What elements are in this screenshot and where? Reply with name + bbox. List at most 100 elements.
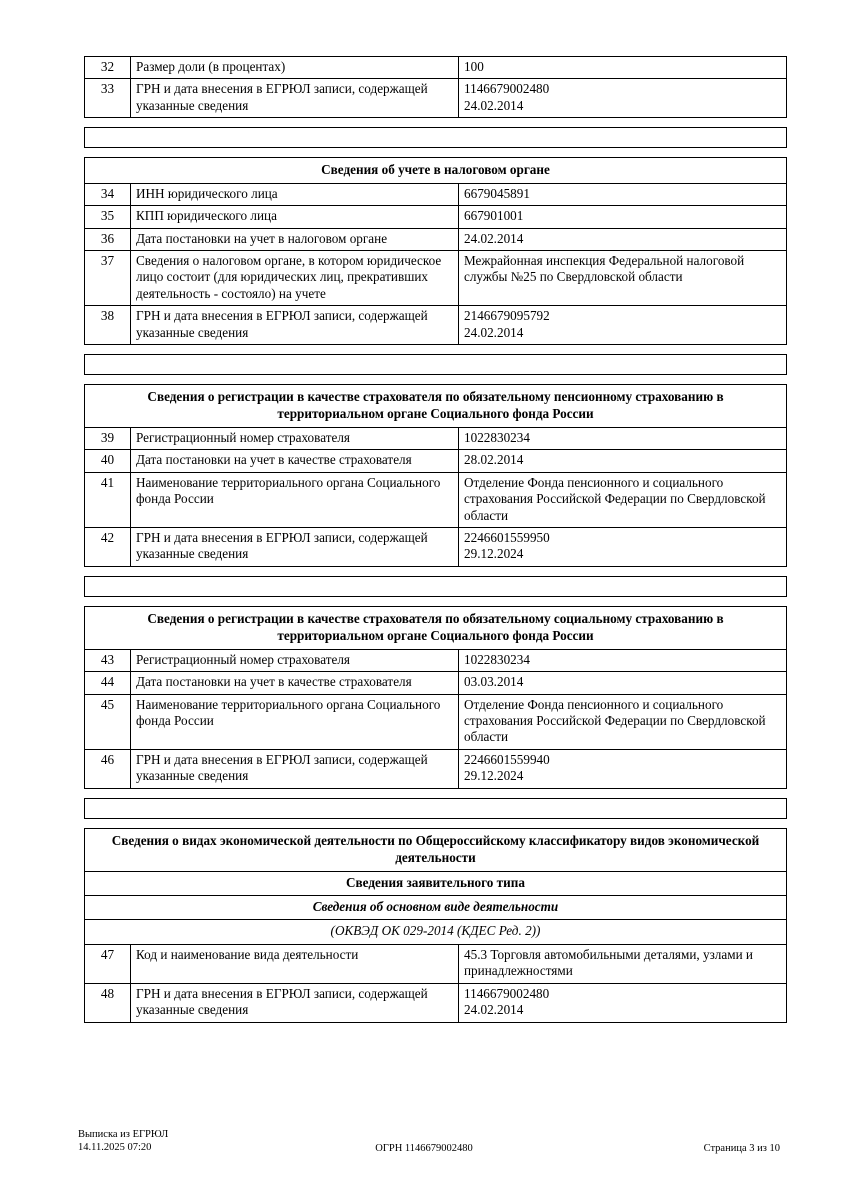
- table-spacer-row: [84, 127, 787, 149]
- table-gap-row: [84, 117, 787, 128]
- row-field-name: Дата постановки на учет в налоговом орга…: [130, 227, 459, 251]
- section-heading-row: Сведения о регистрации в качестве страхо…: [84, 605, 787, 650]
- spacer-cell: [84, 566, 787, 577]
- spacer-cell: [84, 127, 787, 149]
- table-spacer-row: [84, 575, 787, 597]
- table-row: 46 ГРН и дата внесения в ЕГРЮЛ записи, со…: [84, 748, 787, 789]
- table-row: 44 Дата постановки на учет в качестве стр…: [84, 671, 787, 695]
- table-row: 47 Код и наименование вида деятельности 45…: [84, 943, 787, 984]
- section-heading: Сведения о видах экономической деятельно…: [84, 827, 787, 872]
- row-field-name: ГРН и дата внесения в ЕГРЮЛ записи, соде…: [130, 305, 459, 345]
- row-field-name: Наименование территориального органа Соц…: [130, 471, 459, 529]
- row-field-name: Дата постановки на учет в качестве страх…: [130, 449, 459, 473]
- row-number: 44: [84, 671, 131, 695]
- row-number: 39: [84, 426, 131, 451]
- row-number: 37: [84, 249, 131, 307]
- table-row: 32 Размер доли (в процентах) 100: [84, 55, 787, 80]
- spacer-cell: [84, 374, 787, 385]
- spacer-cell: [84, 575, 787, 597]
- row-field-value: 28.02.2014: [458, 449, 787, 473]
- table-row: 38 ГРН и дата внесения в ЕГРЮЛ записи, со…: [84, 305, 787, 345]
- section-subheading: Сведения заявительного типа: [84, 870, 787, 897]
- row-field-value: Отделение Фонда пенсионного и социальног…: [458, 693, 787, 750]
- section-heading-row: Сведения о видах экономической деятельно…: [84, 827, 787, 872]
- row-number: 45: [84, 693, 131, 750]
- row-field-name: ГРН и дата внесения в ЕГРЮЛ записи, соде…: [130, 982, 459, 1023]
- row-field-name: ИНН юридического лица: [130, 182, 459, 207]
- row-field-name: Регистрационный номер страхователя: [130, 648, 459, 673]
- table-row: 45 Наименование территориального органа С…: [84, 693, 787, 750]
- row-number: 48: [84, 982, 131, 1023]
- table-row: 48 ГРН и дата внесения в ЕГРЮЛ записи, со…: [84, 982, 787, 1023]
- row-field-name: Регистрационный номер страхователя: [130, 426, 459, 451]
- row-field-name: Сведения о налоговом органе, в котором ю…: [130, 249, 459, 307]
- row-field-value: 1022830234: [458, 426, 787, 451]
- table-body: 32 Размер доли (в процентах) 100 33 ГРН и да…: [84, 55, 787, 1023]
- table-row: 35 КПП юридического лица 667901001: [84, 205, 787, 229]
- spacer-cell: [84, 818, 787, 829]
- table-gap-row: [84, 374, 787, 385]
- row-field-name: Дата постановки на учет в качестве страх…: [130, 671, 459, 695]
- spacer-cell: [84, 117, 787, 128]
- row-number: 40: [84, 449, 131, 473]
- section-heading: Сведения о регистрации в качестве страхо…: [84, 383, 787, 428]
- table-gap-row: [84, 596, 787, 607]
- footer-ogrn: ОГРН 1146679002480: [375, 1143, 473, 1154]
- row-field-value: 100: [458, 55, 787, 80]
- row-number: 42: [84, 527, 131, 567]
- row-number: 38: [84, 305, 131, 345]
- row-field-value: 24.02.2014: [458, 227, 787, 251]
- spacer-cell: [84, 596, 787, 607]
- row-field-value: 667901001: [458, 205, 787, 229]
- row-number: 47: [84, 943, 131, 984]
- section-heading-row: Сведения о регистрации в качестве страхо…: [84, 383, 787, 428]
- egrul-data-table: 32 Размер доли (в процентах) 100 33 ГРН и да…: [84, 55, 787, 1023]
- table-gap-row: [84, 344, 787, 355]
- row-number: 32: [84, 55, 131, 80]
- table-gap-row: [84, 788, 787, 799]
- row-field-value: 1146679002480 24.02.2014: [458, 78, 787, 119]
- spacer-cell: [84, 344, 787, 355]
- row-field-value: 2246601559950 29.12.2024: [458, 527, 787, 567]
- section-subheading: (ОКВЭД ОК 029-2014 (КДЕС Ред. 2)): [84, 919, 787, 945]
- footer-page-number: Страница 3 из 10: [703, 1143, 780, 1154]
- spacer-cell: [84, 788, 787, 799]
- row-field-value: 1146679002480 24.02.2014: [458, 982, 787, 1023]
- row-field-name: Размер доли (в процентах): [130, 55, 459, 80]
- row-field-name: Наименование территориального органа Соц…: [130, 693, 459, 750]
- row-field-value: Отделение Фонда пенсионного и социальног…: [458, 471, 787, 529]
- row-number: 43: [84, 648, 131, 673]
- table-row: 36 Дата постановки на учет в налоговом ор…: [84, 227, 787, 251]
- row-field-name: ГРН и дата внесения в ЕГРЮЛ записи, соде…: [130, 78, 459, 119]
- section-subheading-row: Сведения об основном виде деятельности: [84, 895, 787, 921]
- row-number: 34: [84, 182, 131, 207]
- section-subheading-row: Сведения заявительного типа: [84, 870, 787, 897]
- spacer-cell: [84, 353, 787, 375]
- row-field-name: ГРН и дата внесения в ЕГРЮЛ записи, соде…: [130, 527, 459, 567]
- table-spacer-row: [84, 797, 787, 819]
- footer-doc-title: Выписка из ЕГРЮЛ: [78, 1129, 169, 1140]
- table-row: 37 Сведения о налоговом органе, в котором…: [84, 249, 787, 307]
- table-row: 41 Наименование территориального органа С…: [84, 471, 787, 529]
- row-number: 36: [84, 227, 131, 251]
- section-subheading-row: (ОКВЭД ОК 029-2014 (КДЕС Ред. 2)): [84, 919, 787, 945]
- table-spacer-row: [84, 353, 787, 375]
- row-field-value: Межрайонная инспекция Федеральной налого…: [458, 249, 787, 307]
- row-field-value: 03.03.2014: [458, 671, 787, 695]
- footer-timestamp: 14.11.2025 07:20: [78, 1142, 152, 1153]
- section-heading: Сведения об учете в налоговом органе: [84, 157, 787, 184]
- table-row: 43 Регистрационный номер страхователя 1022…: [84, 648, 787, 673]
- page-footer: Выписка из ЕГРЮЛ 14.11.2025 07:20 ОГРН 1…: [0, 1128, 848, 1172]
- table-gap-row: [84, 818, 787, 829]
- row-field-value: 2146679095792 24.02.2014: [458, 305, 787, 345]
- section-subheading: Сведения об основном виде деятельности: [84, 895, 787, 921]
- row-number: 35: [84, 205, 131, 229]
- row-number: 41: [84, 471, 131, 529]
- footer-document-label: Выписка из ЕГРЮЛ 14.11.2025 07:20: [78, 1128, 168, 1154]
- spacer-cell: [84, 147, 787, 158]
- row-field-value: 1022830234: [458, 648, 787, 673]
- row-field-name: ГРН и дата внесения в ЕГРЮЛ записи, соде…: [130, 748, 459, 789]
- table-row: 40 Дата постановки на учет в качестве стр…: [84, 449, 787, 473]
- row-field-value: 6679045891: [458, 182, 787, 207]
